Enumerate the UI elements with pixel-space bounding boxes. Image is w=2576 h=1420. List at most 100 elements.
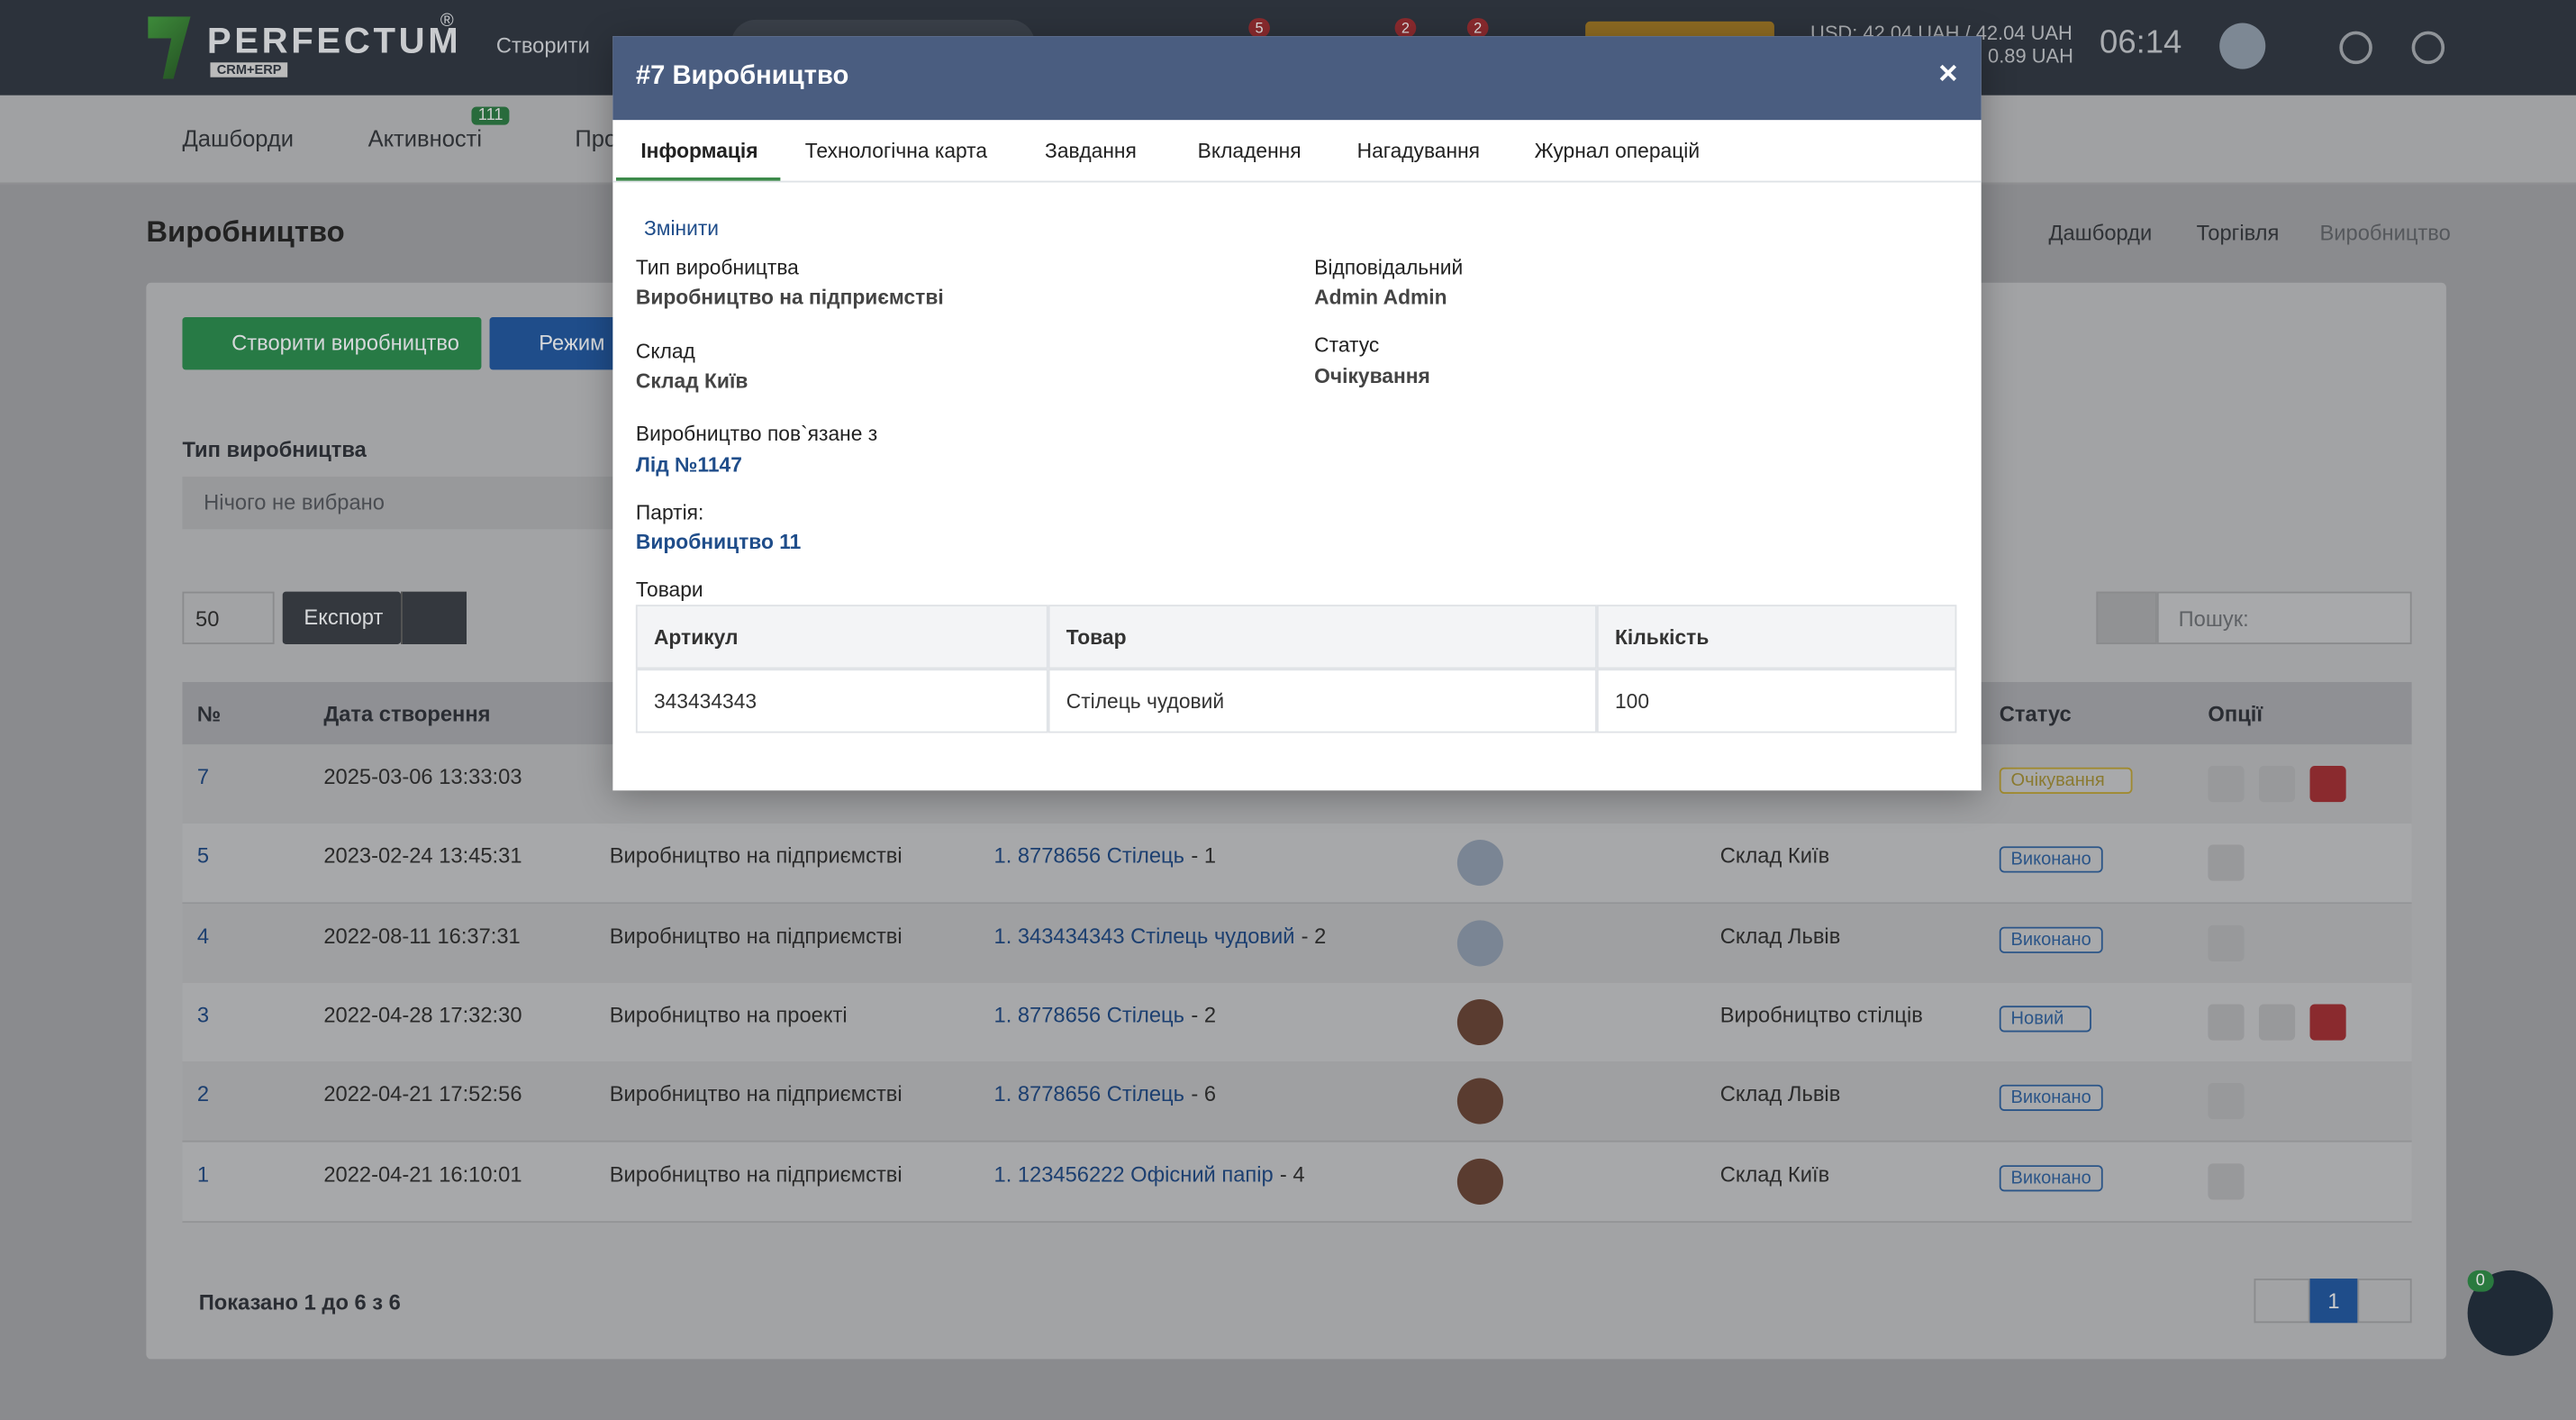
breadcrumb[interactable]: Торгівля (2196, 220, 2280, 245)
row-type: Виробництво на проекті (609, 1002, 848, 1027)
logo-mark (148, 16, 191, 79)
export-button[interactable]: Експорт (282, 591, 402, 645)
page-size-select[interactable]: 50 (182, 591, 275, 645)
notification-badge: 2 (1466, 18, 1489, 38)
column-header[interactable]: № (196, 701, 222, 727)
field-value: Виробництво на підприємстві (635, 286, 944, 309)
view-button[interactable] (2208, 765, 2245, 803)
avatar (1456, 998, 1503, 1045)
page-number[interactable]: 1 (2309, 1279, 2358, 1324)
row-product[interactable]: 1. 8778656 Стілець (993, 1081, 1185, 1106)
status-badge[interactable]: Очікування (1999, 767, 2133, 794)
view-button[interactable] (2208, 924, 2245, 961)
row-warehouse: Склад Київ (1719, 1161, 1830, 1187)
goods-header: Артикул (635, 605, 1048, 669)
column-header[interactable]: Дата створення (323, 701, 491, 727)
filter-label: Тип виробництва (182, 437, 367, 462)
refresh-button[interactable] (401, 591, 467, 645)
nav-item[interactable]: Дашборди (182, 124, 295, 151)
row-id[interactable]: 1 (196, 1161, 210, 1187)
tab[interactable]: Нагадування (1356, 140, 1481, 163)
active-tab-underline (615, 177, 781, 181)
search-input[interactable]: Пошук: (2156, 591, 2412, 645)
view-button[interactable] (2208, 845, 2245, 882)
row-warehouse: Склад Київ (1719, 843, 1830, 869)
power-icon[interactable] (2339, 31, 2372, 65)
row-id[interactable]: 5 (196, 843, 210, 869)
next-page[interactable] (2357, 1279, 2412, 1324)
avatar (1456, 1078, 1503, 1124)
button-label: Режим (539, 330, 605, 355)
edit-button[interactable] (2258, 765, 2296, 803)
logo[interactable]: PERFECTUM (206, 19, 462, 61)
field-label: Партія: (635, 501, 704, 524)
goods-cell: 100 (1596, 669, 1957, 733)
row-product[interactable]: 1. 8778656 Стілець (993, 843, 1185, 869)
close-button[interactable]: × (1938, 56, 1958, 93)
tab[interactable]: Інформація (640, 140, 758, 163)
field-label: Виробництво пов`язане з (635, 422, 878, 446)
tab[interactable]: Технологічна карта (804, 140, 988, 163)
view-button[interactable] (2208, 1083, 2245, 1120)
create-button[interactable]: Створити виробництво (182, 317, 481, 370)
goods-cell: Стілець чудовий (1048, 669, 1597, 733)
create-menu[interactable]: Створити (495, 32, 590, 58)
modal-header: #7 Виробництво × (612, 36, 1982, 121)
edit-link[interactable]: Змінити (644, 216, 720, 241)
field-label: Статус (1314, 333, 1380, 357)
status-badge[interactable]: Новий (1999, 1006, 2092, 1033)
tab[interactable]: Журнал операцій (1534, 140, 1701, 163)
row-product[interactable]: 1. 343434343 Стілець чудовий (993, 923, 1295, 948)
tab[interactable]: Вкладення (1197, 140, 1302, 163)
clock: 06:14 (2100, 24, 2182, 61)
filter-select[interactable]: Нічого не вибрано (182, 476, 613, 530)
field-value: Admin Admin (1314, 286, 1447, 309)
row-date: 2022-08-11 16:37:31 (323, 923, 521, 948)
column-header: Опції (2208, 701, 2263, 727)
field-link[interactable]: Лід №1147 (635, 453, 742, 477)
row-type: Виробництво на підприємстві (609, 843, 903, 869)
row-id[interactable]: 3 (196, 1002, 210, 1027)
button-label: Створити виробництво (231, 330, 459, 355)
row-date: 2023-02-24 13:45:31 (323, 843, 522, 869)
nav-item[interactable]: Про (575, 124, 618, 151)
field-label: Тип виробництва (635, 256, 799, 280)
avatar (1456, 1157, 1503, 1205)
help-icon[interactable] (2411, 31, 2445, 65)
row-id[interactable]: 2 (196, 1081, 210, 1106)
prev-page[interactable] (2254, 1279, 2310, 1324)
table-info: Показано 1 до 6 з 6 (198, 1289, 401, 1315)
row-product[interactable]: 1. 8778656 Стілець (993, 1002, 1185, 1027)
tab-divider (612, 180, 1982, 183)
row-product[interactable]: 1. 123456222 Офісний папір (993, 1161, 1274, 1187)
user-avatar[interactable] (2219, 23, 2266, 69)
row-qty: - 2 (1191, 1002, 1217, 1027)
row-qty: - 1 (1191, 843, 1217, 869)
notification-badge: 2 (1394, 18, 1417, 38)
row-qty: - 2 (1301, 923, 1327, 948)
row-qty: - 4 (1279, 1161, 1305, 1187)
table-row: 5 2023-02-24 13:45:31 Виробництво на підпр… (182, 824, 2412, 905)
row-id[interactable]: 4 (196, 923, 210, 948)
delete-button[interactable] (2309, 1004, 2346, 1041)
column-header[interactable]: Статус (1999, 701, 2072, 727)
edit-button[interactable] (2258, 1004, 2296, 1041)
status-badge: Виконано (1999, 1164, 2103, 1191)
currency-rate: 0.89 UAH (1988, 44, 2073, 68)
breadcrumb[interactable]: Дашборди (2048, 220, 2153, 245)
mode-button[interactable]: Режим (489, 317, 631, 370)
row-date: 2025-03-06 13:33:03 (323, 764, 522, 789)
modal: #7 Виробництво × Інформація Технологічна … (612, 36, 1982, 791)
delete-button[interactable] (2309, 765, 2346, 803)
view-button[interactable] (2208, 1004, 2245, 1041)
breadcrumb: Виробництво (2319, 220, 2451, 245)
view-button[interactable] (2208, 1162, 2245, 1199)
logo-sub: CRM+ERP (210, 62, 288, 77)
row-id[interactable]: 7 (196, 764, 210, 789)
field-link[interactable]: Виробництво 11 (635, 531, 802, 554)
nav-item[interactable]: Активності (367, 124, 483, 151)
tab[interactable]: Завдання (1045, 140, 1137, 163)
row-warehouse: Склад Львів (1719, 923, 1841, 948)
